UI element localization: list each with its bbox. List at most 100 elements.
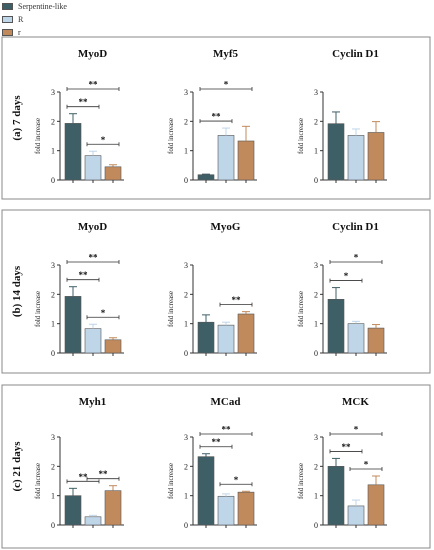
significance-label: ** (89, 253, 99, 263)
y-axis-label: fold increase (297, 291, 305, 327)
y-tick-label: 0 (184, 521, 188, 530)
legend-swatch (2, 29, 13, 36)
y-axis-label: fold increase (167, 291, 175, 327)
bar-r-lower (104, 490, 122, 526)
chart-title: Myh1 (79, 396, 107, 408)
y-tick-label: 0 (51, 349, 55, 358)
y-tick-label: 3 (51, 88, 55, 97)
bar-r-lower (104, 339, 122, 354)
y-axis-label: fold increase (297, 118, 305, 154)
chart-myh1: Myh1 fold increase 0 1 2 3 ** ** (34, 396, 124, 530)
legend-swatch (2, 3, 13, 10)
y-tick-label: 2 (314, 462, 318, 471)
panel-label: (c) 21 days (11, 441, 23, 492)
significance-label: ** (232, 295, 242, 305)
significance-label: ** (99, 469, 109, 479)
significance-label: ** (212, 112, 222, 122)
y-tick-label: 0 (314, 521, 318, 530)
bar-serpentine (327, 299, 345, 354)
y-tick-label: 2 (184, 117, 188, 126)
significance-label: * (101, 308, 106, 318)
y-tick-label: 0 (184, 176, 188, 185)
bar-serpentine (64, 296, 82, 354)
significance-label: ** (79, 270, 89, 280)
y-tick-label: 2 (51, 290, 55, 299)
legend-label: r (18, 28, 21, 37)
y-tick-label: 1 (51, 147, 55, 156)
panel-frame (1, 36, 431, 200)
y-tick-label: 0 (51, 521, 55, 530)
y-tick-label: 3 (51, 433, 55, 442)
significance-label: * (364, 460, 369, 470)
y-tick-label: 1 (314, 320, 318, 329)
chart-cyclin-d1: Cyclin D1 fold increase 0 1 2 3 (297, 48, 387, 185)
legend-item-serpentine: Serpentine-like (2, 0, 80, 13)
y-tick-label: 1 (314, 147, 318, 156)
bar-serpentine (197, 321, 215, 354)
bar-r-upper (347, 135, 365, 181)
y-tick-label: 0 (184, 349, 188, 358)
y-tick-label: 3 (51, 261, 55, 270)
y-axis-label: fold increase (167, 463, 175, 499)
bar-serpentine (327, 466, 345, 526)
bar-serpentine (197, 456, 215, 526)
bar-serpentine (327, 123, 345, 181)
significance-label: * (354, 253, 359, 263)
bar-r-lower (367, 327, 385, 354)
legend-label: Serpentine-like (18, 2, 67, 11)
chart-title: MCK (342, 396, 369, 408)
y-tick-label: 1 (184, 320, 188, 329)
y-axis-label: fold increase (34, 291, 42, 327)
y-axis-label: fold increase (167, 118, 175, 154)
bar-r-upper (217, 324, 235, 354)
y-axis-label: fold increase (34, 463, 42, 499)
significance-label: ** (222, 425, 232, 435)
y-tick-label: 3 (184, 433, 188, 442)
y-axis-label: fold increase (297, 463, 305, 499)
bar-r-upper (84, 155, 102, 181)
significance-label: ** (89, 80, 99, 90)
y-tick-label: 2 (51, 462, 55, 471)
y-tick-label: 1 (51, 492, 55, 501)
significance-label: * (354, 425, 359, 435)
chart-title: MyoD (78, 48, 107, 60)
significance-label: * (101, 135, 106, 145)
bar-r-upper (347, 323, 365, 354)
significance-label: ** (342, 442, 352, 452)
significance-label: ** (212, 437, 222, 447)
y-tick-label: 3 (314, 261, 318, 270)
chart-title: MyoD (78, 221, 107, 233)
y-tick-label: 2 (184, 290, 188, 299)
bar-r-upper (217, 135, 235, 181)
bar-r-lower (367, 484, 385, 526)
y-tick-label: 0 (314, 349, 318, 358)
bar-r-lower (104, 166, 122, 181)
bar-r-upper (84, 328, 102, 354)
chart-cyclin-d1: Cyclin D1 fold increase 0 1 2 3 * * (297, 221, 387, 358)
legend-label: R (18, 15, 24, 24)
bar-r-lower (367, 132, 385, 181)
legend: Serpentine-like R r (2, 0, 80, 39)
y-tick-label: 2 (314, 290, 318, 299)
bar-serpentine (197, 174, 215, 181)
significance-label: ** (79, 97, 89, 107)
y-tick-label: 3 (184, 88, 188, 97)
bar-serpentine (64, 123, 82, 181)
legend-item-r-upper: R (2, 13, 80, 26)
y-tick-label: 3 (314, 88, 318, 97)
bar-serpentine (64, 495, 82, 526)
chart-title: Cyclin D1 (332, 48, 379, 60)
bar-r-lower (237, 313, 255, 354)
y-tick-label: 1 (184, 492, 188, 501)
chart-title: MyoG (211, 221, 241, 233)
significance-label: * (344, 271, 349, 281)
bar-r-lower (237, 140, 255, 181)
y-tick-label: 2 (51, 117, 55, 126)
legend-item-r-lower: r (2, 26, 80, 39)
chart-title: MCad (211, 396, 241, 408)
